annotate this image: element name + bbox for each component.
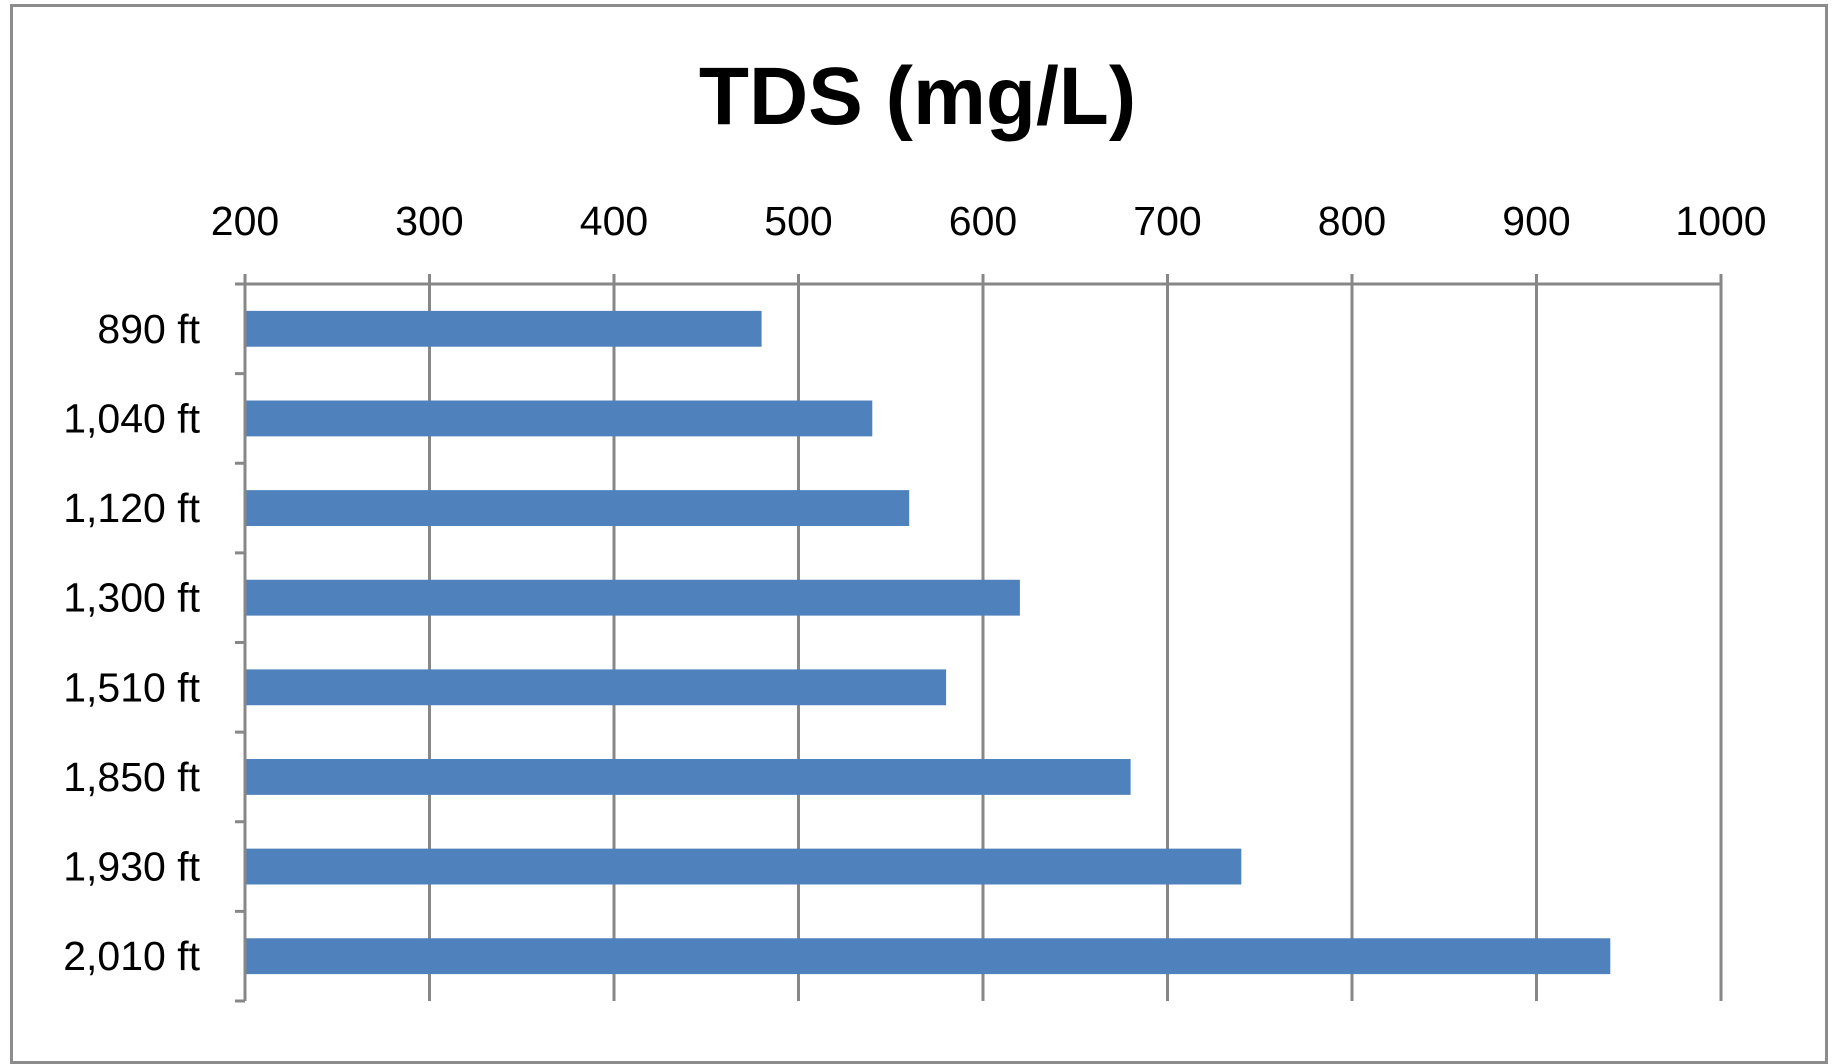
y-tick-label: 890 ft [97,306,200,352]
y-tick-label: 1,300 ft [63,575,200,621]
y-tick-labels: 890 ft 1,040 ft 1,120 ft 1,300 ft 1,510 ft 1,… [63,306,200,979]
x-tick-label: 500 [764,198,832,244]
x-tick-labels: 200 300 400 500 600 700 800 900 1000 [211,198,1767,244]
x-tick-label: 700 [1133,198,1201,244]
bar [246,310,762,347]
axes [235,274,1723,1003]
x-tick-label: 600 [949,198,1017,244]
y-tick-label: 2,010 ft [63,933,200,979]
y-tick-label: 1,930 ft [63,844,200,890]
x-tick-label: 1000 [1675,198,1766,244]
x-tick-label: 400 [580,198,648,244]
x-tick-label: 800 [1318,198,1386,244]
bar [246,400,873,437]
bar [246,579,1020,616]
x-tick-label: 200 [211,198,279,244]
x-tick-label: 900 [1502,198,1570,244]
bars [246,310,1611,975]
bar [246,759,1131,795]
y-tick-label: 1,120 ft [63,485,200,531]
x-tick-label: 300 [395,198,463,244]
bar [246,669,947,706]
y-tick-label: 1,850 ft [63,754,200,800]
y-tick-label: 1,510 ft [63,664,200,710]
y-tick-label: 1,040 ft [63,395,200,441]
bar [246,938,1611,975]
bar [246,848,1242,885]
gridlines [428,284,1723,1001]
chart-frame [10,4,1828,1064]
chart-title: TDS (mg/L) [698,51,1137,142]
bar [246,490,910,526]
